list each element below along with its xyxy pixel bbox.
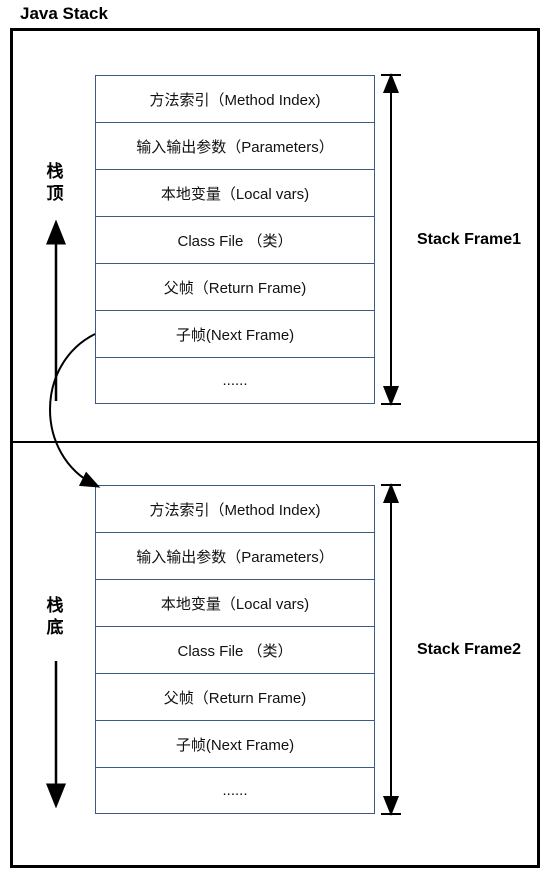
- outer-container: 方法索引（Method Index)输入输出参数（Parameters）本地变量…: [10, 28, 540, 868]
- diagram-title: Java Stack: [20, 4, 108, 24]
- arrows-layer: [13, 31, 537, 865]
